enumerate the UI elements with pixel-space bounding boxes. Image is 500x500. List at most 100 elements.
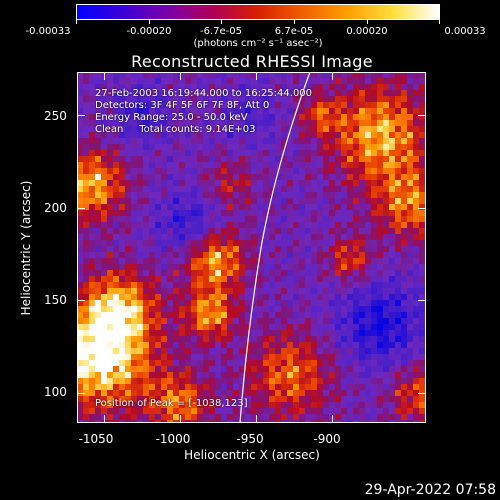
heatmap-cell — [83, 342, 89, 348]
heatmap-cell — [215, 96, 221, 102]
heatmap-cell — [155, 372, 161, 378]
heatmap-cell — [371, 114, 377, 120]
heatmap-cell — [269, 78, 275, 84]
heatmap-cell — [173, 114, 179, 120]
heatmap-cell — [221, 312, 227, 318]
heatmap-cell — [425, 162, 426, 168]
heatmap-cell — [287, 366, 293, 372]
heatmap-cell — [215, 306, 221, 312]
heatmap-cell — [335, 120, 341, 126]
heatmap-cell — [347, 294, 353, 300]
heatmap-cell — [179, 330, 185, 336]
heatmap-cell — [263, 384, 269, 390]
heatmap-cell — [197, 390, 203, 396]
heatmap-cell — [371, 318, 377, 324]
heatmap-cell — [77, 402, 83, 408]
heatmap-cell — [269, 138, 275, 144]
heatmap-cell — [371, 180, 377, 186]
heatmap-cell — [227, 264, 233, 270]
heatmap-cell — [173, 216, 179, 222]
info-clean-counts: Clean Total counts: 9.14E+03 — [95, 124, 256, 135]
heatmap-cell — [209, 258, 215, 264]
heatmap-cell — [131, 162, 137, 168]
heatmap-cell — [209, 234, 215, 240]
heatmap-cell — [323, 246, 329, 252]
heatmap-cell — [179, 396, 185, 402]
heatmap-cell — [221, 102, 227, 108]
heatmap-cell — [269, 414, 275, 420]
heatmap-cell — [401, 246, 407, 252]
heatmap-cell — [125, 294, 131, 300]
heatmap-cell — [335, 384, 341, 390]
heatmap-cell — [335, 234, 341, 240]
heatmap-cell — [83, 246, 89, 252]
heatmap-cell — [143, 270, 149, 276]
heatmap-cell — [323, 360, 329, 366]
heatmap-cell — [287, 270, 293, 276]
heatmap-cell — [227, 246, 233, 252]
heatmap-cell — [281, 264, 287, 270]
heatmap-cell — [215, 198, 221, 204]
heatmap-cell — [299, 408, 305, 414]
heatmap-cell — [257, 108, 263, 114]
heatmap-cell — [317, 348, 323, 354]
heatmap-cell — [353, 258, 359, 264]
heatmap-cell — [83, 186, 89, 192]
heatmap-cell — [131, 120, 137, 126]
heatmap-cell — [245, 288, 251, 294]
heatmap-cell — [245, 150, 251, 156]
heatmap-cell — [173, 138, 179, 144]
heatmap-cell — [371, 198, 377, 204]
heatmap-cell — [377, 72, 383, 78]
heatmap-cell — [425, 408, 426, 414]
heatmap-cell — [209, 348, 215, 354]
heatmap-cell — [197, 240, 203, 246]
heatmap-cell — [227, 162, 233, 168]
heatmap-cell — [83, 408, 89, 414]
heatmap-cell — [161, 234, 167, 240]
heatmap-cell — [197, 372, 203, 378]
heatmap-cell — [197, 270, 203, 276]
heatmap-cell — [149, 210, 155, 216]
heatmap-cell — [389, 390, 395, 396]
heatmap-cell — [359, 96, 365, 102]
heatmap-cell — [401, 396, 407, 402]
heatmap-cell — [83, 378, 89, 384]
heatmap-cell — [95, 402, 101, 408]
heatmap-cell — [185, 204, 191, 210]
heatmap-cell — [209, 120, 215, 126]
heatmap-cell — [77, 336, 83, 342]
heatmap-cell — [341, 348, 347, 354]
heatmap-cell — [305, 72, 311, 78]
heatmap-cell — [227, 396, 233, 402]
heatmap-cell — [365, 102, 371, 108]
heatmap-cell — [119, 240, 125, 246]
heatmap-cell — [287, 210, 293, 216]
heatmap-cell — [311, 192, 317, 198]
heatmap-cell — [239, 210, 245, 216]
heatmap-cell — [383, 348, 389, 354]
heatmap-cell — [245, 204, 251, 210]
heatmap-cell — [311, 102, 317, 108]
heatmap-cell — [167, 306, 173, 312]
heatmap-cell — [185, 186, 191, 192]
y-tick-mark — [77, 300, 85, 301]
heatmap-cell — [365, 258, 371, 264]
heatmap-cell — [287, 72, 293, 78]
heatmap-cell — [383, 168, 389, 174]
heatmap-cell — [101, 96, 107, 102]
heatmap-cell — [179, 360, 185, 366]
heatmap-cell — [89, 216, 95, 222]
heatmap-cell — [257, 264, 263, 270]
heatmap-cell — [413, 378, 419, 384]
heatmap-cell — [299, 324, 305, 330]
heatmap-cell — [215, 378, 221, 384]
heatmap-cell — [365, 312, 371, 318]
heatmap-cell — [215, 288, 221, 294]
heatmap-cell — [365, 252, 371, 258]
heatmap-cell — [233, 150, 239, 156]
heatmap-cell — [137, 414, 143, 420]
heatmap-cell — [389, 294, 395, 300]
heatmap-cell — [329, 168, 335, 174]
heatmap-cell — [185, 330, 191, 336]
